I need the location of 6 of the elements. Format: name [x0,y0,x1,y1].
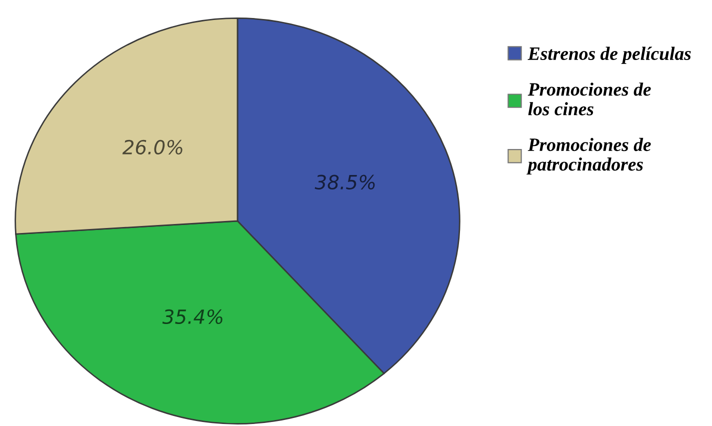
data-label: 26.0% [122,140,182,155]
legend-label: Promociones de patrocinadores [526,138,651,175]
legend-label: Estrenos de películas [528,46,691,64]
data-label: 38.5% [314,174,375,190]
data-label: 35.4% [162,309,222,324]
legend-label: Promociones de los cines [528,82,651,116]
